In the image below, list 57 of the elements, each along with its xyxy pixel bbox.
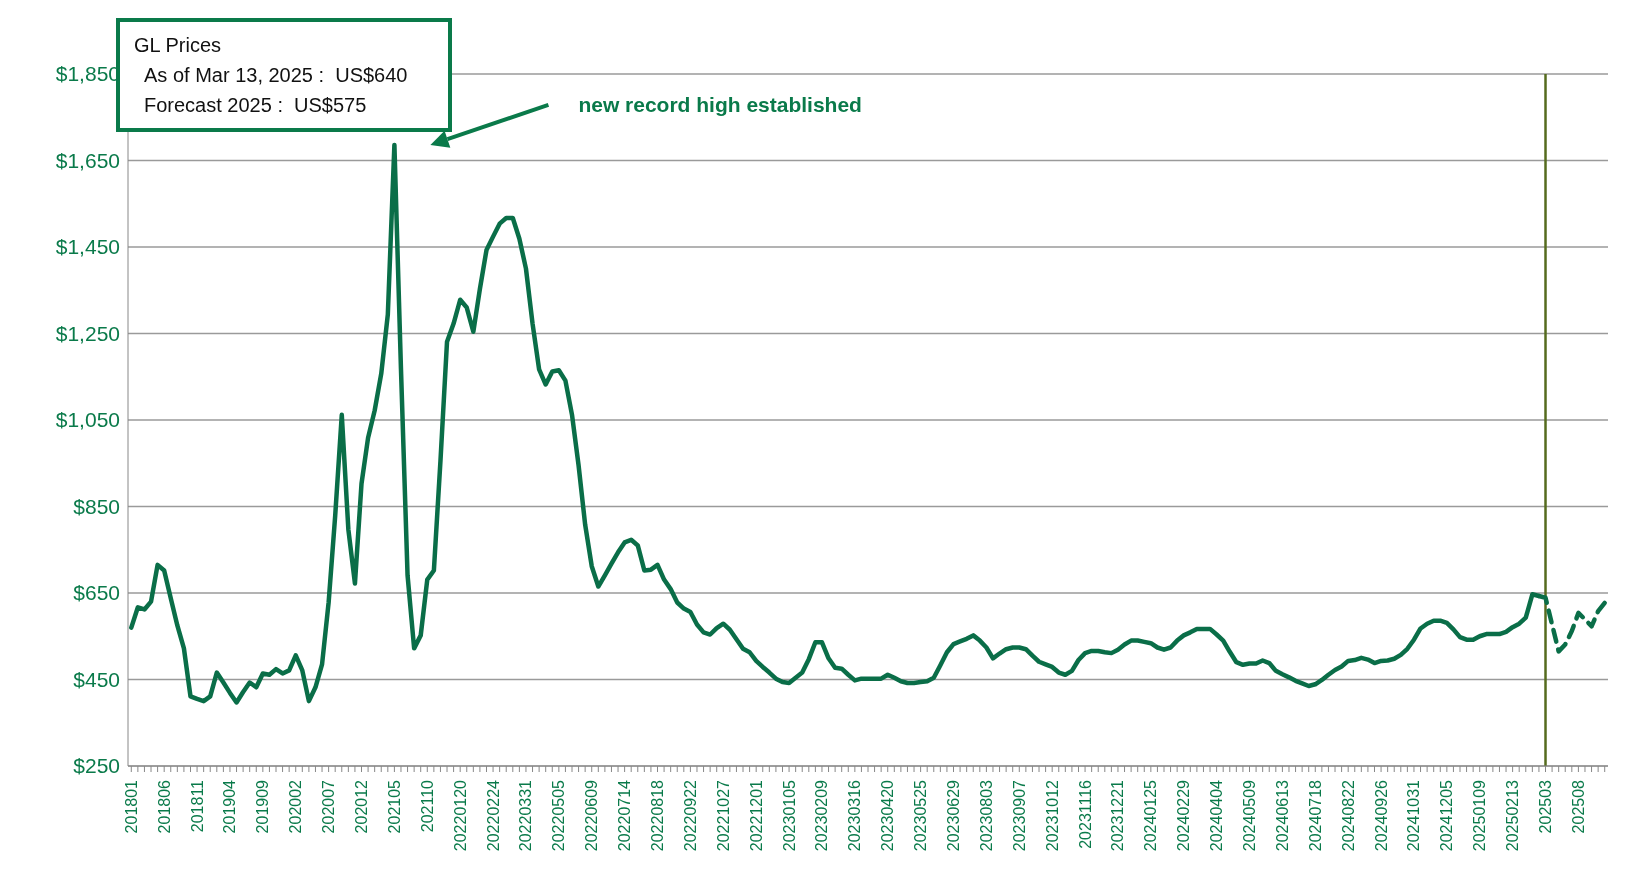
x-tick-label: 20240926 <box>1372 779 1390 852</box>
y-tick-label: $1,450 <box>55 235 120 259</box>
x-tick-label: 20230907 <box>1010 779 1028 852</box>
x-tick-label: 20220609 <box>583 779 601 852</box>
y-tick-label: $450 <box>73 667 120 691</box>
x-tick-label: 20240404 <box>1208 779 1226 852</box>
y-tick-label: $1,250 <box>55 321 120 345</box>
x-tick-label: 20230420 <box>879 779 897 852</box>
x-tick-label: 20241205 <box>1438 779 1456 852</box>
x-tick-label: 20230803 <box>977 779 995 852</box>
y-tick-label: $1,050 <box>55 408 120 432</box>
x-tick-label: 20220818 <box>649 779 667 852</box>
x-tick-label: 20240229 <box>1175 779 1193 852</box>
x-tick-label: 20230316 <box>846 779 864 852</box>
x-tick-label: 202503 <box>1537 779 1555 834</box>
x-tick-label: 20240125 <box>1142 779 1160 852</box>
x-tick-label: 202007 <box>320 779 338 834</box>
x-tick-label: 201909 <box>254 779 272 834</box>
x-tick-label: 20220120 <box>451 779 469 852</box>
x-tick-label: 201801 <box>122 779 140 834</box>
annotation: As of Mar 13, 2025 : US$640 <box>143 63 408 88</box>
x-tick-label: 20240822 <box>1339 779 1357 852</box>
x-tick-label: 20221027 <box>714 779 732 852</box>
annotation: Forecast 2025 : US$575 <box>143 93 368 118</box>
y-tick-label: $650 <box>73 581 120 605</box>
x-tick-label: 201806 <box>155 779 173 834</box>
x-tick-label: 20250109 <box>1471 779 1489 852</box>
x-tick-label: 20220505 <box>550 779 568 852</box>
y-tick-label: $850 <box>73 494 120 518</box>
x-tick-label: 20220714 <box>616 779 634 852</box>
x-tick-label: 20230209 <box>813 779 831 852</box>
x-tick-label: 20220922 <box>681 779 699 852</box>
annotation: new record high established <box>578 93 862 117</box>
x-tick-label: 202508 <box>1569 779 1587 834</box>
x-tick-label: 20230525 <box>912 779 930 852</box>
x-tick-label: 201904 <box>221 779 239 834</box>
x-tick-label: 20240509 <box>1241 779 1259 852</box>
x-tick-label: 202105 <box>385 779 403 834</box>
x-tick-label: 201811 <box>188 779 206 833</box>
x-tick-label: 20220331 <box>517 779 535 852</box>
x-tick-label: 20231221 <box>1109 779 1127 852</box>
x-tick-label: 20231012 <box>1043 779 1061 852</box>
x-tick-label: 20240613 <box>1273 779 1291 852</box>
x-tick-label: 20250213 <box>1504 779 1522 852</box>
x-tick-label: 20230105 <box>780 779 798 852</box>
x-tick-label: 20231116 <box>1076 779 1094 849</box>
x-tick-label: 20230629 <box>945 779 963 852</box>
x-tick-label: 202110 <box>418 779 436 833</box>
y-tick-label: $250 <box>73 754 120 778</box>
x-tick-label: 202012 <box>353 779 371 834</box>
x-tick-label: 20220224 <box>484 779 502 852</box>
y-tick-label: $1,650 <box>55 148 120 172</box>
x-tick-label: 20241031 <box>1405 779 1423 852</box>
x-tick-label: 20221201 <box>747 779 765 852</box>
chart-title: GL Prices <box>134 33 223 58</box>
x-tick-label: 202002 <box>287 779 305 834</box>
x-tick-label: 20240718 <box>1306 779 1324 852</box>
